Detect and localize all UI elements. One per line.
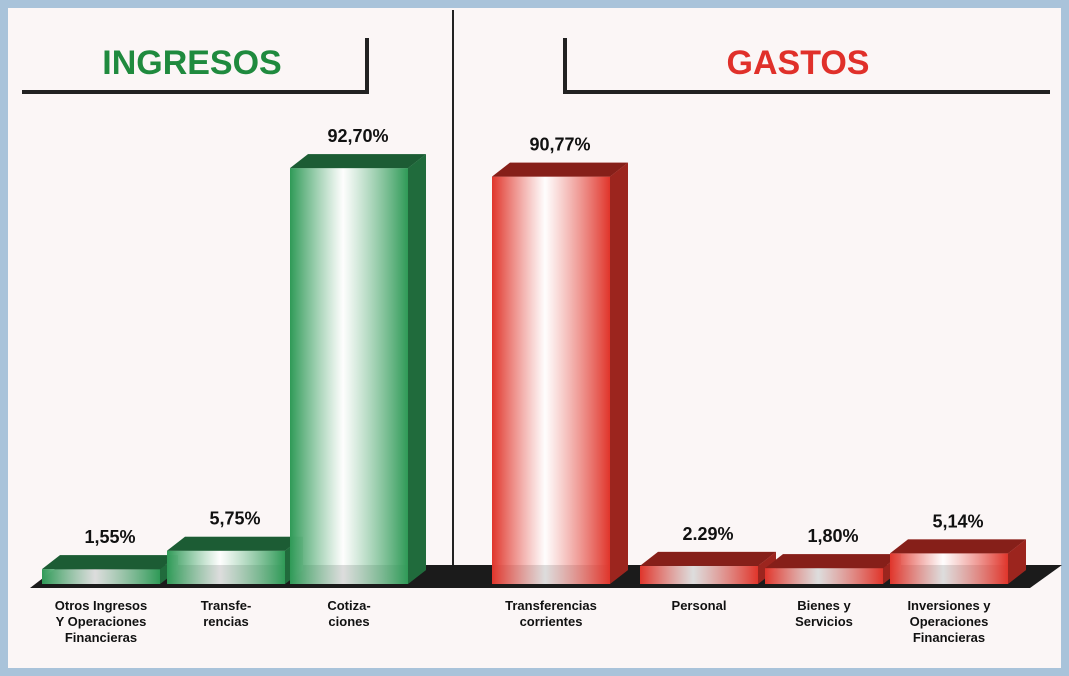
bar-front — [167, 550, 285, 584]
bar — [765, 554, 901, 584]
bar-top — [890, 539, 1026, 554]
category-label: Inversiones y Operaciones Financieras — [907, 598, 991, 645]
bar-top-shade — [492, 162, 628, 177]
bar-top — [640, 551, 776, 566]
value-label: 92,70% — [327, 126, 388, 146]
category-label: Bienes y Servicios — [795, 598, 853, 629]
bar-side — [408, 154, 426, 584]
value-label: 5,75% — [209, 509, 260, 529]
bar-side — [610, 162, 628, 584]
bar-top-shade — [640, 551, 776, 566]
title-frame — [563, 38, 1050, 94]
bar — [290, 154, 426, 584]
bar-front — [492, 176, 610, 584]
bar-side — [1008, 539, 1026, 584]
bar — [42, 555, 178, 584]
bar-front — [890, 553, 1008, 584]
category-label: Cotiza- ciones — [327, 598, 371, 629]
bar-top — [492, 162, 628, 177]
bar-top-shade — [42, 555, 178, 570]
bar — [890, 539, 1026, 584]
bar — [640, 551, 776, 584]
bar-side-shade — [610, 162, 628, 584]
bar-front — [42, 569, 160, 584]
bar — [492, 162, 628, 584]
bar-front — [640, 565, 758, 584]
category-label: Transfe- rencias — [200, 598, 252, 629]
title-frame — [22, 38, 369, 94]
value-label: 2.29% — [682, 524, 733, 544]
bar-top — [765, 554, 901, 569]
category-label: Transferencias corrientes — [505, 598, 597, 629]
value-label: 1,55% — [84, 527, 135, 547]
bar-front — [765, 568, 883, 584]
bar-front — [290, 168, 408, 584]
value-label: 1,80% — [807, 526, 858, 546]
bar-side-shade — [1008, 539, 1026, 584]
bar-top-shade — [167, 536, 303, 551]
bar-side-shade — [408, 154, 426, 584]
bar-top-shade — [890, 539, 1026, 554]
category-label: Otros Ingresos Y Operaciones Financieras — [54, 598, 148, 645]
panel-title: GASTOS — [727, 44, 870, 82]
value-label: 90,77% — [529, 135, 590, 155]
bar — [167, 536, 303, 584]
bar-top — [42, 555, 178, 570]
panel-title: INGRESOS — [102, 44, 281, 82]
bar-top-shade — [290, 154, 426, 169]
bar-top — [290, 154, 426, 169]
value-label: 5,14% — [932, 511, 983, 531]
bar-top — [167, 536, 303, 551]
bar-top-shade — [765, 554, 901, 569]
category-label: Personal — [671, 598, 727, 613]
